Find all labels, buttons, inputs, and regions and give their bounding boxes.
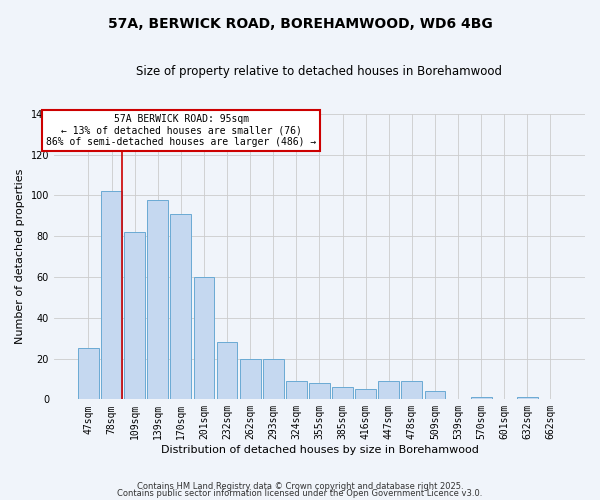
Bar (471, 398, 491, 400)
Text: Contains public sector information licensed under the Open Government Licence v3: Contains public sector information licen… (118, 490, 482, 498)
Bar (332, 387, 353, 400)
Bar (217, 342, 238, 400)
Bar (286, 381, 307, 400)
Bar (194, 277, 214, 400)
Title: Size of property relative to detached houses in Borehamwood: Size of property relative to detached ho… (136, 65, 502, 78)
Bar (425, 391, 445, 400)
Bar (401, 381, 422, 400)
X-axis label: Distribution of detached houses by size in Borehamwood: Distribution of detached houses by size … (161, 445, 478, 455)
Bar (170, 214, 191, 400)
Bar (379, 381, 399, 400)
Bar (101, 192, 122, 400)
Text: 57A BERWICK ROAD: 95sqm
← 13% of detached houses are smaller (76)
86% of semi-de: 57A BERWICK ROAD: 95sqm ← 13% of detache… (46, 114, 317, 147)
Text: Contains HM Land Registry data © Crown copyright and database right 2025.: Contains HM Land Registry data © Crown c… (137, 482, 463, 491)
Bar (355, 389, 376, 400)
Y-axis label: Number of detached properties: Number of detached properties (15, 169, 25, 344)
Bar (148, 200, 168, 400)
Bar (240, 358, 260, 400)
Bar (309, 383, 330, 400)
Bar (263, 358, 284, 400)
Text: 57A, BERWICK ROAD, BOREHAMWOOD, WD6 4BG: 57A, BERWICK ROAD, BOREHAMWOOD, WD6 4BG (107, 18, 493, 32)
Bar (517, 398, 538, 400)
Bar (124, 232, 145, 400)
Bar (78, 348, 99, 400)
